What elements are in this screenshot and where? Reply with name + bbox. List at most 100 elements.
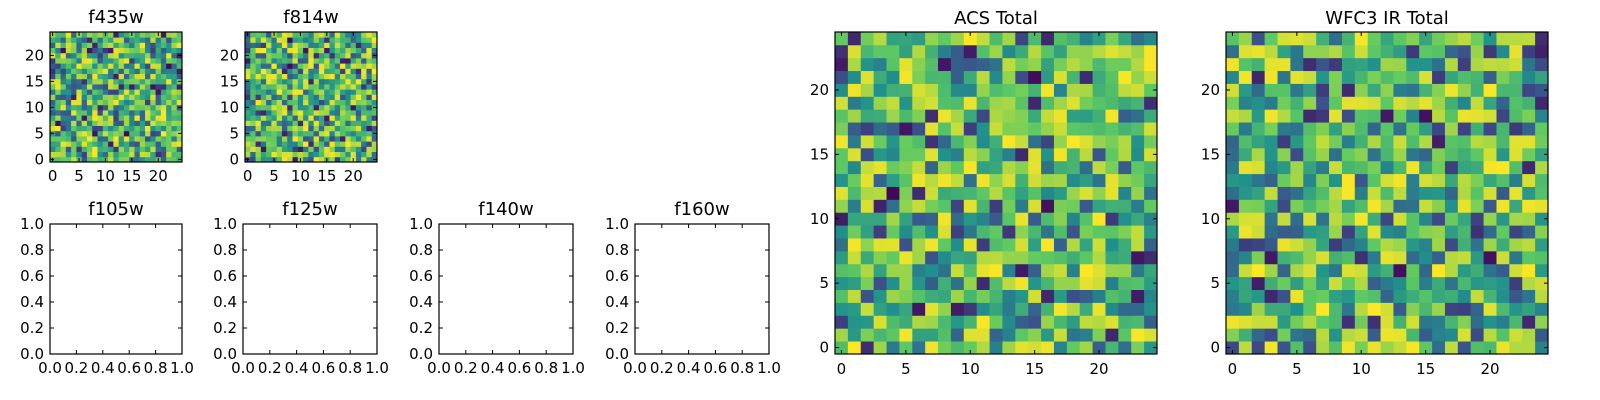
- heatmap-cell: [118, 146, 125, 152]
- heatmap-cell: [1316, 315, 1330, 329]
- heatmap-cell: [81, 84, 88, 90]
- heatmap-cell: [1041, 160, 1055, 175]
- heatmap-cell: [886, 122, 900, 136]
- heatmap-cell: [92, 84, 98, 90]
- heatmap-cell: [1238, 302, 1253, 316]
- heatmap-cell: [1092, 250, 1106, 265]
- heatmap-cell: [1226, 341, 1240, 355]
- heatmap-cell: [60, 120, 67, 126]
- heatmap-cell: [847, 289, 862, 303]
- heatmap-cell: [361, 120, 367, 126]
- heatmap-cell: [1015, 289, 1029, 303]
- heatmap-cell: [329, 120, 336, 126]
- heatmap-cell: [1105, 70, 1119, 84]
- heatmap-cell: [361, 136, 367, 142]
- heatmap-cell: [938, 109, 952, 123]
- heatmap-cell: [989, 263, 1003, 278]
- heatmap-cell: [1367, 263, 1381, 278]
- y-tick-label: 0.4: [20, 293, 44, 311]
- heatmap-cell: [92, 47, 98, 54]
- heatmap-cell: [950, 186, 965, 200]
- heatmap-cell: [313, 37, 320, 43]
- heatmap-cell: [303, 104, 309, 111]
- heatmap-cell: [176, 84, 183, 90]
- heatmap-cell: [860, 96, 875, 110]
- heatmap-cell: [1380, 83, 1394, 97]
- heatmap-cell: [1144, 109, 1158, 123]
- heatmap-cell: [81, 99, 88, 106]
- heatmap-cell: [1329, 341, 1343, 355]
- heatmap-cell: [1238, 32, 1253, 46]
- heatmap-cell: [271, 146, 278, 152]
- heatmap-cell: [1522, 341, 1536, 355]
- heatmap-cell: [292, 156, 299, 163]
- heatmap-cell: [847, 302, 862, 316]
- heatmap-cell: [297, 52, 304, 59]
- heatmap-cell: [1277, 328, 1291, 342]
- heatmap-cell: [118, 151, 125, 158]
- heatmap-cell: [276, 68, 283, 74]
- heatmap-cell: [976, 173, 990, 187]
- heatmap-cell: [950, 199, 965, 213]
- heatmap-cell: [1226, 225, 1240, 239]
- heatmap-cell: [1380, 328, 1394, 342]
- y-tick-label: 0: [819, 339, 829, 357]
- heatmap-cell: [1393, 173, 1407, 187]
- heatmap-cell: [1118, 250, 1132, 265]
- heatmap-cell: [76, 63, 83, 69]
- heatmap-cell: [1535, 263, 1549, 278]
- heatmap-cell: [1092, 276, 1106, 290]
- heatmap-cell: [318, 37, 325, 43]
- heatmap-cell: [1329, 135, 1343, 149]
- heatmap-cell: [1028, 44, 1042, 59]
- heatmap-cell: [50, 37, 56, 43]
- y-tick-label: 0.8: [409, 241, 433, 259]
- heatmap-cell: [1444, 238, 1459, 252]
- heatmap-cell: [366, 47, 373, 54]
- heatmap-cell: [355, 146, 362, 152]
- heatmap-cell: [81, 68, 88, 74]
- heatmap-cell: [134, 89, 141, 95]
- heatmap-cell: [873, 44, 887, 59]
- heatmap-cell: [1092, 44, 1106, 59]
- heatmap-cell: [950, 122, 965, 136]
- heatmap-cell: [171, 115, 178, 121]
- y-tick-label: 0.2: [20, 319, 44, 337]
- heatmap-cell: [1131, 160, 1145, 175]
- heatmap-cell: [1290, 135, 1304, 149]
- heatmap-cell: [113, 104, 120, 111]
- heatmap-cell: [976, 160, 990, 175]
- heatmap-cell: [1053, 238, 1068, 252]
- heatmap-cell: [313, 136, 320, 142]
- heatmap-cell: [1432, 212, 1446, 226]
- heatmap-cell: [963, 83, 978, 97]
- heatmap-cell: [1131, 212, 1145, 226]
- heatmap-cell: [271, 37, 278, 43]
- heatmap-cell: [340, 52, 346, 59]
- heatmap-cell: [102, 120, 109, 126]
- heatmap-cell: [118, 115, 125, 121]
- heatmap-cell: [166, 130, 172, 137]
- heatmap-cell: [1002, 302, 1016, 316]
- heatmap-cell: [899, 44, 913, 59]
- heatmap-cell: [271, 52, 278, 59]
- heatmap-cell: [160, 146, 167, 152]
- heatmap-cell: [1457, 315, 1472, 329]
- heatmap-cell: [1329, 289, 1343, 303]
- heatmap-cell: [355, 68, 362, 74]
- heatmap-cell: [123, 68, 130, 74]
- heatmap-cell: [134, 37, 141, 43]
- heatmap-cell: [355, 151, 362, 158]
- heatmap-cell: [873, 173, 887, 187]
- heatmap-cell: [324, 63, 330, 69]
- heatmap-cell: [1303, 315, 1317, 329]
- heatmap-cell: [155, 84, 162, 90]
- heatmap-cell: [1053, 135, 1068, 149]
- heatmap-cell: [292, 89, 299, 95]
- heatmap-cell: [1341, 341, 1356, 355]
- heatmap-cell: [1367, 96, 1381, 110]
- heatmap-cell: [1303, 186, 1317, 200]
- heatmap-cell: [1144, 186, 1158, 200]
- heatmap-cell: [276, 130, 283, 137]
- heatmap-cell: [139, 84, 146, 90]
